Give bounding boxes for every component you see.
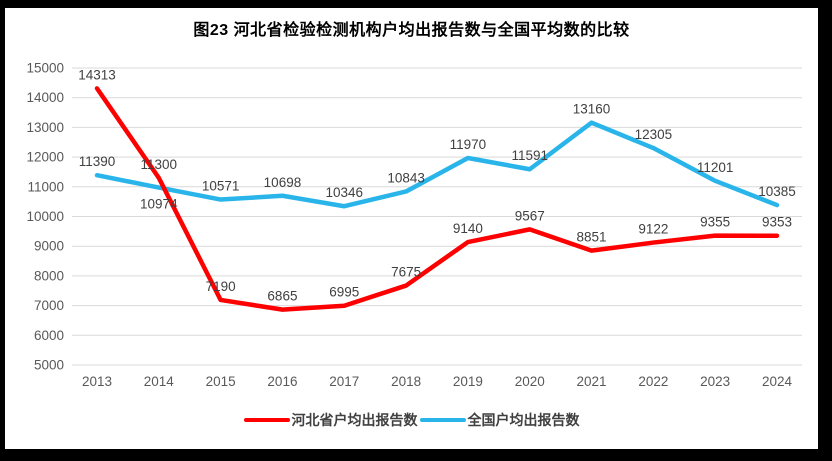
data-label-hebei: 7675 [391, 265, 421, 280]
y-axis-tick-label: 7000 [34, 298, 64, 313]
data-label-hebei: 8851 [577, 230, 607, 245]
data-label-national: 10843 [387, 170, 425, 185]
data-label-national: 12305 [635, 127, 673, 142]
x-axis-tick-label: 2021 [577, 374, 607, 389]
x-axis-tick-label: 2018 [391, 374, 421, 389]
series-line-national [94, 120, 780, 209]
y-axis-tick-label: 13000 [26, 120, 64, 135]
chart-title: 图23 河北省检验检测机构户均出报告数与全国平均数的比较 [193, 22, 630, 39]
y-axis-tick-label: 14000 [26, 90, 64, 105]
data-label-national: 10385 [758, 184, 796, 199]
data-label-hebei: 14313 [78, 67, 116, 82]
x-axis-tick-label: 2015 [206, 374, 236, 389]
x-axis-tick-label: 2014 [144, 374, 175, 389]
y-axis-tick-label: 6000 [34, 328, 64, 343]
data-label-national: 11390 [79, 154, 116, 169]
x-axis-tick-label: 2024 [762, 374, 793, 389]
x-axis-tick-label: 2019 [453, 374, 483, 389]
x-axis-tick-label: 2023 [700, 374, 730, 389]
legend-line-swatch-red [243, 418, 290, 422]
data-label-national: 11201 [697, 160, 734, 175]
data-label-national: 11591 [511, 148, 548, 163]
data-label-national: 13160 [573, 102, 611, 117]
legend-label-hebei: 河北省户均出报告数 [291, 412, 418, 428]
data-label-national: 10346 [325, 185, 363, 200]
y-axis-tick-label: 15000 [26, 61, 64, 76]
data-label-national: 10974 [140, 197, 178, 212]
series-line-hebei [94, 86, 780, 312]
data-label-hebei: 6995 [329, 285, 359, 300]
legend-label-national: 全国户均出报告数 [467, 412, 580, 428]
data-label-hebei: 6865 [267, 289, 297, 304]
y-axis-tick-label: 5000 [34, 358, 64, 373]
y-axis-tick-label: 12000 [26, 150, 64, 165]
x-axis-tick-label: 2022 [638, 374, 668, 389]
x-axis-tick-label: 2017 [329, 374, 359, 389]
data-label-hebei: 11300 [141, 157, 178, 172]
data-label-hebei: 9353 [762, 215, 792, 230]
x-axis-tick-label: 2016 [267, 374, 297, 389]
legend-line-swatch-blue [419, 418, 466, 422]
legend-item-national: 全国户均出报告数 [419, 410, 580, 430]
data-label-hebei: 9122 [638, 222, 668, 237]
data-label-national: 10698 [264, 175, 302, 190]
data-label-hebei: 9567 [515, 208, 545, 223]
y-axis-tick-label: 8000 [34, 268, 64, 283]
data-label-hebei: 9355 [700, 215, 730, 230]
legend-item-hebei: 河北省户均出报告数 [243, 410, 418, 430]
data-label-hebei: 9140 [453, 221, 483, 236]
data-label-national: 10571 [202, 179, 240, 194]
line-chart: 5000 6000 7000 8000 9000 10000 11000 12000 13000… [26, 61, 802, 389]
x-axis-tick-label: 2020 [515, 374, 545, 389]
data-label-hebei: 7190 [206, 279, 236, 294]
chart-legend: 河北省户均出报告数 全国户均出报告数 [5, 410, 818, 430]
y-axis-tick-label: 11000 [27, 179, 64, 194]
data-label-national: 11970 [450, 137, 487, 152]
y-axis-tick-label: 10000 [26, 209, 64, 224]
y-axis-tick-label: 9000 [34, 239, 64, 254]
x-axis-tick-label: 2013 [82, 374, 112, 389]
